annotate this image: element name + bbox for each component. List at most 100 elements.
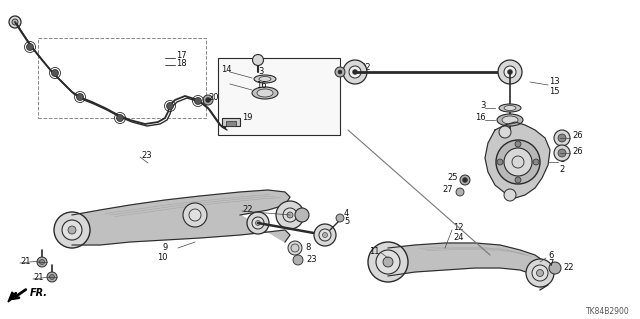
Circle shape [383,257,393,267]
Bar [284,207,296,223]
Text: 24: 24 [453,234,463,242]
Ellipse shape [502,116,518,124]
Circle shape [349,66,361,78]
Circle shape [499,126,511,138]
Circle shape [554,145,570,161]
Ellipse shape [257,89,273,97]
Bar [222,118,240,126]
Text: 7: 7 [548,259,554,269]
Circle shape [288,241,302,255]
Circle shape [9,16,21,28]
Text: 22: 22 [563,263,573,272]
Circle shape [195,98,202,105]
Circle shape [37,257,47,267]
Circle shape [336,214,344,222]
Circle shape [463,177,467,182]
Text: 25: 25 [447,174,458,182]
Circle shape [504,66,516,78]
Text: 10: 10 [157,253,168,262]
Text: TK84B2900: TK84B2900 [586,308,630,316]
Circle shape [319,229,331,241]
Circle shape [338,70,342,74]
Circle shape [62,220,82,240]
Circle shape [343,60,367,84]
Circle shape [47,272,57,282]
Text: 2: 2 [559,166,564,174]
Ellipse shape [254,75,276,83]
Circle shape [255,220,260,226]
Circle shape [456,188,464,196]
Text: 27: 27 [442,186,453,195]
Circle shape [536,270,543,277]
Circle shape [526,259,554,287]
Polygon shape [485,122,550,198]
Text: 15: 15 [549,86,559,95]
Circle shape [26,43,33,50]
Circle shape [253,55,264,65]
Circle shape [291,244,299,252]
Ellipse shape [499,104,521,112]
Circle shape [515,141,521,147]
Text: 22: 22 [360,63,371,72]
Ellipse shape [497,114,523,126]
Text: 14: 14 [221,65,232,75]
Circle shape [504,189,516,201]
Circle shape [287,212,293,218]
Polygon shape [388,243,548,290]
Circle shape [205,98,211,102]
Text: 20: 20 [208,93,218,102]
Text: 23: 23 [141,151,152,160]
Circle shape [54,212,90,248]
Text: 5: 5 [344,218,349,226]
Text: 13: 13 [549,78,559,86]
Text: 26: 26 [572,146,582,155]
Circle shape [498,60,522,84]
Circle shape [532,265,548,281]
Circle shape [504,148,532,176]
Text: FR.: FR. [30,288,48,298]
Circle shape [293,255,303,265]
Circle shape [77,93,83,100]
Text: 1: 1 [559,155,564,165]
Text: 21: 21 [20,257,31,266]
Circle shape [12,19,18,25]
Circle shape [116,115,124,122]
Text: 19: 19 [242,114,253,122]
Text: 11: 11 [369,248,380,256]
Polygon shape [72,190,290,245]
Circle shape [368,242,408,282]
Text: 8: 8 [305,243,310,253]
Text: 6: 6 [548,250,554,259]
Circle shape [554,130,570,146]
Circle shape [189,209,201,221]
Circle shape [515,177,521,183]
Ellipse shape [504,106,516,110]
Circle shape [496,140,540,184]
Ellipse shape [259,77,271,81]
Bar [218,58,340,135]
Text: 18: 18 [176,58,187,68]
Text: 21: 21 [33,273,44,283]
Circle shape [558,134,566,142]
Text: 4: 4 [344,209,349,218]
Text: 16: 16 [476,114,486,122]
Circle shape [558,149,566,157]
Text: 3: 3 [258,68,264,77]
Text: 17: 17 [176,50,187,60]
Circle shape [183,203,207,227]
Circle shape [295,208,309,222]
Circle shape [283,208,297,222]
Circle shape [252,217,264,229]
Text: 9: 9 [163,243,168,253]
Text: 16: 16 [256,81,267,91]
Circle shape [323,233,328,238]
Circle shape [460,175,470,185]
Circle shape [51,70,58,77]
Circle shape [276,201,304,229]
Circle shape [40,259,45,264]
Text: 22: 22 [242,205,253,214]
Text: 23: 23 [306,256,317,264]
Circle shape [353,70,358,75]
Circle shape [376,250,400,274]
Circle shape [247,212,269,234]
